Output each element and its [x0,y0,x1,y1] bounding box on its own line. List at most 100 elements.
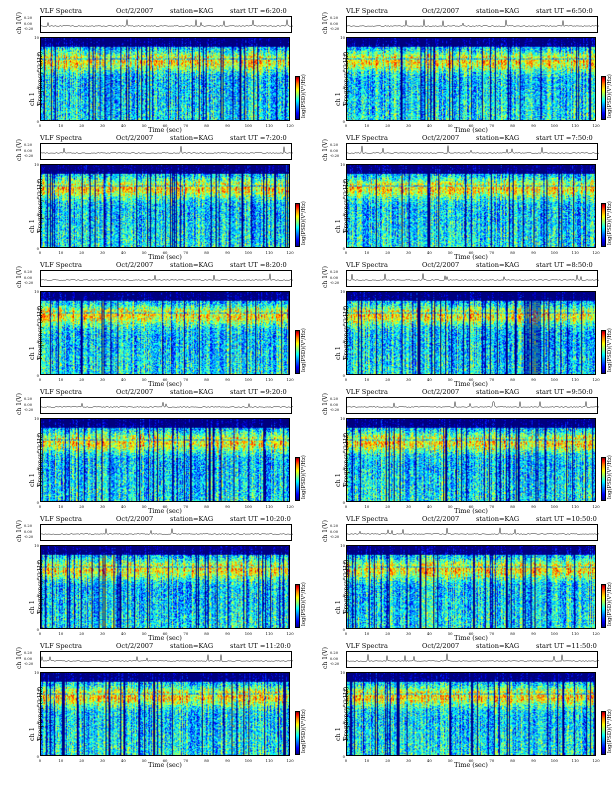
waveform-trace [41,528,293,535]
title-date: Oct/2/2007 [116,7,154,15]
title-start-time: start UT =7:50:0 [536,134,593,142]
y-tick-label: 10 [340,34,345,40]
y-tick-label: 6 [36,703,39,709]
y-tick-label: 4 [36,720,39,726]
x-tick-label: 90 [531,758,536,763]
title-date: Oct/2/2007 [422,261,460,269]
x-tick-label: 60 [468,504,474,509]
x-tick-label: 20 [385,631,391,636]
strip-tick-label: 0.00 [330,656,339,661]
title-station: station=KAG [476,515,520,523]
y-axis-channel: ch 1 [334,219,342,233]
x-tick-label: 100 [550,631,558,636]
x-tick-label: 70 [489,631,495,636]
x-tick-label: 10 [364,758,370,763]
x-tick-label: 110 [571,250,579,255]
x-tick-label: 30 [100,758,105,763]
waveform-trace [41,273,293,282]
x-tick-label: 40 [120,377,126,382]
x-tick-label: 20 [79,377,85,382]
colorbar-label: log(PSD)(V²/Hz) [607,328,612,372]
x-tick-label: 120 [286,631,294,636]
x-tick-label: 40 [426,758,432,763]
y-axis-channel: ch 1 [28,219,36,233]
x-tick-label: 60 [162,758,168,763]
title-date: Oct/2/2007 [116,388,154,396]
colorbar-label: log(PSD)(V²/Hz) [301,582,307,626]
y-tick-label: 2 [36,229,39,234]
colorbar-label: log(PSD)(V²/Hz) [607,709,612,753]
x-tick-label: 50 [141,758,147,763]
x-tick-label: 80 [204,250,210,255]
x-tick-label: 70 [489,377,495,382]
panel-title: VLF Spectra Oct/2/2007 station=KAG start UT… [40,133,292,143]
colorbar-label: log(PSD)(V²/Hz) [607,582,612,626]
x-tick-label: 110 [265,631,273,636]
spectrogram-heatmap [41,38,289,120]
x-tick-label: 60 [162,123,168,128]
y-tick-label: 4 [342,720,345,726]
x-tick-label: 60 [162,250,168,255]
waveform-line [41,273,293,282]
strip-tick-label: 0.20 [24,270,33,274]
y-tick-label: 8 [342,51,345,57]
spectrogram-plot [346,37,596,121]
y-tick-label: 6 [36,195,39,201]
y-axis-frequency: Frequency (kHz) [342,51,350,106]
y-axis-frequency: Frequency (kHz) [342,305,350,360]
spectrogram-plot [40,291,290,375]
x-tick-label: 70 [489,758,495,763]
title-date: Oct/2/2007 [422,515,460,523]
strip-tick-label: -0.20 [330,408,340,412]
waveform-trace [41,402,293,408]
x-tick-label: 80 [510,250,516,255]
spectrogram-plot [346,672,596,756]
x-tick-label: 100 [550,250,558,255]
panel-title: VLF Spectra Oct/2/2007 station=KAG start UT… [346,641,598,651]
y-tick-label: 2 [36,102,39,107]
strip-ylabel: ch 1(V) [322,647,329,669]
colorbar [601,584,606,628]
colorbar [601,76,606,120]
title-station: station=KAG [476,261,520,269]
title-start-time: start UT =8:50:0 [536,261,593,269]
colorbar [295,457,300,501]
y-tick-label: 8 [36,432,39,438]
x-tick-label: 80 [204,758,210,763]
waveform-trace [347,273,599,282]
x-tick-label: 30 [100,250,105,255]
spectrogram-panel: VLF Spectra Oct/2/2007 station=KAG start UT… [308,639,612,769]
x-tick-label: 80 [204,377,210,382]
x-tick-label: 90 [225,504,230,509]
spectrogram-panel: VLF Spectra Oct/2/2007 station=KAG start UT… [308,131,612,261]
strip-tick-label: -0.20 [24,535,34,539]
y-tick-label: 4 [36,593,39,599]
spectrogram-panel: VLF Spectra Oct/2/2007 station=KAG start UT… [308,258,612,388]
x-tick-label: 90 [531,250,536,255]
strip-tick-label: 0.20 [330,270,339,274]
spectrogram-heatmap [347,546,595,628]
strip-tick-label: 0.00 [24,529,33,534]
title-start-time: start UT =9:50:0 [536,388,593,396]
y-tick-label: 8 [36,51,39,57]
x-axis-label: Time (sec) [148,761,182,769]
x-tick-label: 120 [592,758,600,763]
title-date: Oct/2/2007 [116,515,154,523]
x-tick-label: 110 [265,758,273,763]
y-tick-label: 0 [342,499,345,505]
x-tick-label: 30 [100,631,105,636]
x-tick-label: 40 [120,631,126,636]
colorbar-label: log(PSD)(V²/Hz) [301,709,307,753]
y-tick-label: 4 [36,339,39,345]
y-tick-label: 6 [342,322,345,328]
y-tick-label: 4 [36,466,39,472]
x-tick-label: 0 [38,377,42,382]
x-tick-label: 70 [183,377,189,382]
title-station: station=KAG [170,7,214,15]
x-axis-label: Time (sec) [454,507,488,515]
y-tick-label: 10 [34,542,39,548]
x-axis-label: Time (sec) [454,634,488,642]
x-tick-label: 120 [286,758,294,763]
colorbar-label: log(PSD)(V²/Hz) [607,455,612,499]
